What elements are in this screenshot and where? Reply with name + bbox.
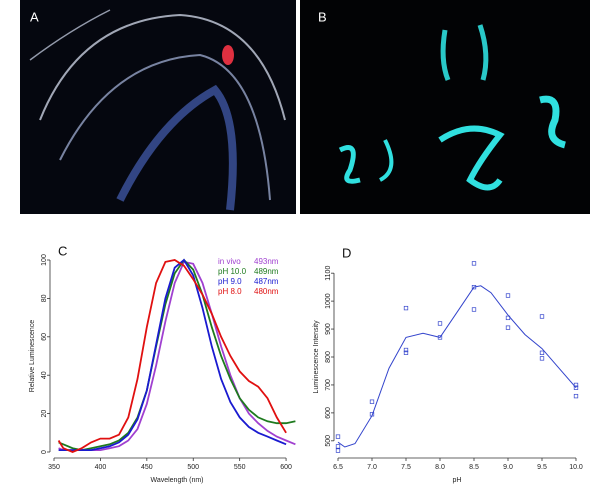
- y-tick-label: 40: [41, 371, 48, 379]
- point: [573, 393, 579, 399]
- y-axis-label: Relative Luminescence: [29, 320, 36, 392]
- x-tick-label: 6.5: [333, 464, 343, 471]
- y-tick-label: 0: [41, 450, 48, 454]
- panel-label: A: [30, 9, 39, 24]
- x-tick-label: 350: [48, 464, 60, 471]
- y-tick-label: 600: [325, 407, 332, 419]
- point: [505, 315, 511, 321]
- point: [437, 321, 443, 326]
- legend-peak: 493nm: [254, 257, 279, 266]
- series-line: [58, 258, 296, 452]
- legend-peak: 489nm: [254, 267, 279, 276]
- series-line: [58, 258, 287, 451]
- x-axis-label: pH: [453, 477, 462, 484]
- y-axis-label: Luminescence Intensity: [313, 320, 320, 394]
- y-tick-label: 900: [325, 323, 332, 335]
- x-tick-label: 8.0: [435, 464, 445, 471]
- legend-name: pH 9.0: [218, 277, 242, 286]
- point: [573, 382, 579, 388]
- point: [505, 293, 511, 298]
- point: [369, 399, 375, 404]
- x-tick-label: 600: [280, 464, 292, 471]
- point: [471, 284, 477, 290]
- y-tick-label: 800: [325, 351, 332, 363]
- panel-label: C: [58, 243, 67, 258]
- x-tick-label: 500: [187, 464, 199, 471]
- point: [471, 307, 477, 312]
- x-tick-label: 9.5: [537, 464, 547, 471]
- point: [539, 314, 545, 319]
- point: [403, 350, 409, 355]
- y-tick-label: 700: [325, 379, 332, 391]
- y-tick-label: 60: [41, 333, 48, 341]
- fit-line: [337, 285, 577, 448]
- x-tick-label: 8.5: [469, 464, 479, 471]
- x-tick-label: 450: [141, 464, 153, 471]
- legend-peak: 480nm: [254, 287, 279, 296]
- legend-name: in vivo: [218, 257, 241, 266]
- photo-b: [300, 0, 590, 214]
- x-axis-label: Wavelength (nm): [150, 477, 203, 484]
- point: [539, 350, 545, 355]
- point: [403, 347, 409, 353]
- point: [403, 305, 409, 311]
- point: [369, 412, 375, 417]
- x-tick-label: 400: [95, 464, 107, 471]
- x-tick-label: 7.5: [401, 464, 411, 471]
- point: [539, 356, 545, 361]
- y-tick-label: 100: [41, 254, 48, 266]
- legend-peak: 487nm: [254, 277, 279, 286]
- point: [335, 434, 341, 439]
- photo-a: [20, 0, 296, 214]
- series-line: [57, 259, 287, 453]
- point: [437, 335, 443, 340]
- y-tick-label: 1100: [325, 266, 332, 281]
- point: [505, 325, 511, 330]
- y-tick-label: 500: [325, 435, 332, 447]
- x-tick-label: 9.0: [503, 464, 513, 471]
- x-tick-label: 7.0: [367, 464, 377, 471]
- point: [573, 385, 579, 390]
- panel-label: B: [318, 9, 327, 24]
- y-tick-label: 1000: [325, 293, 332, 309]
- point: [335, 444, 341, 449]
- legend-name: pH 8.0: [218, 287, 242, 296]
- y-tick-label: 80: [41, 294, 48, 302]
- y-tick-label: 20: [41, 410, 48, 418]
- panel-label: D: [342, 245, 351, 260]
- point: [335, 448, 341, 453]
- point: [471, 261, 477, 266]
- x-tick-label: 550: [234, 464, 246, 471]
- x-tick-label: 10.0: [569, 464, 583, 471]
- legend-name: pH 10.0: [218, 267, 247, 276]
